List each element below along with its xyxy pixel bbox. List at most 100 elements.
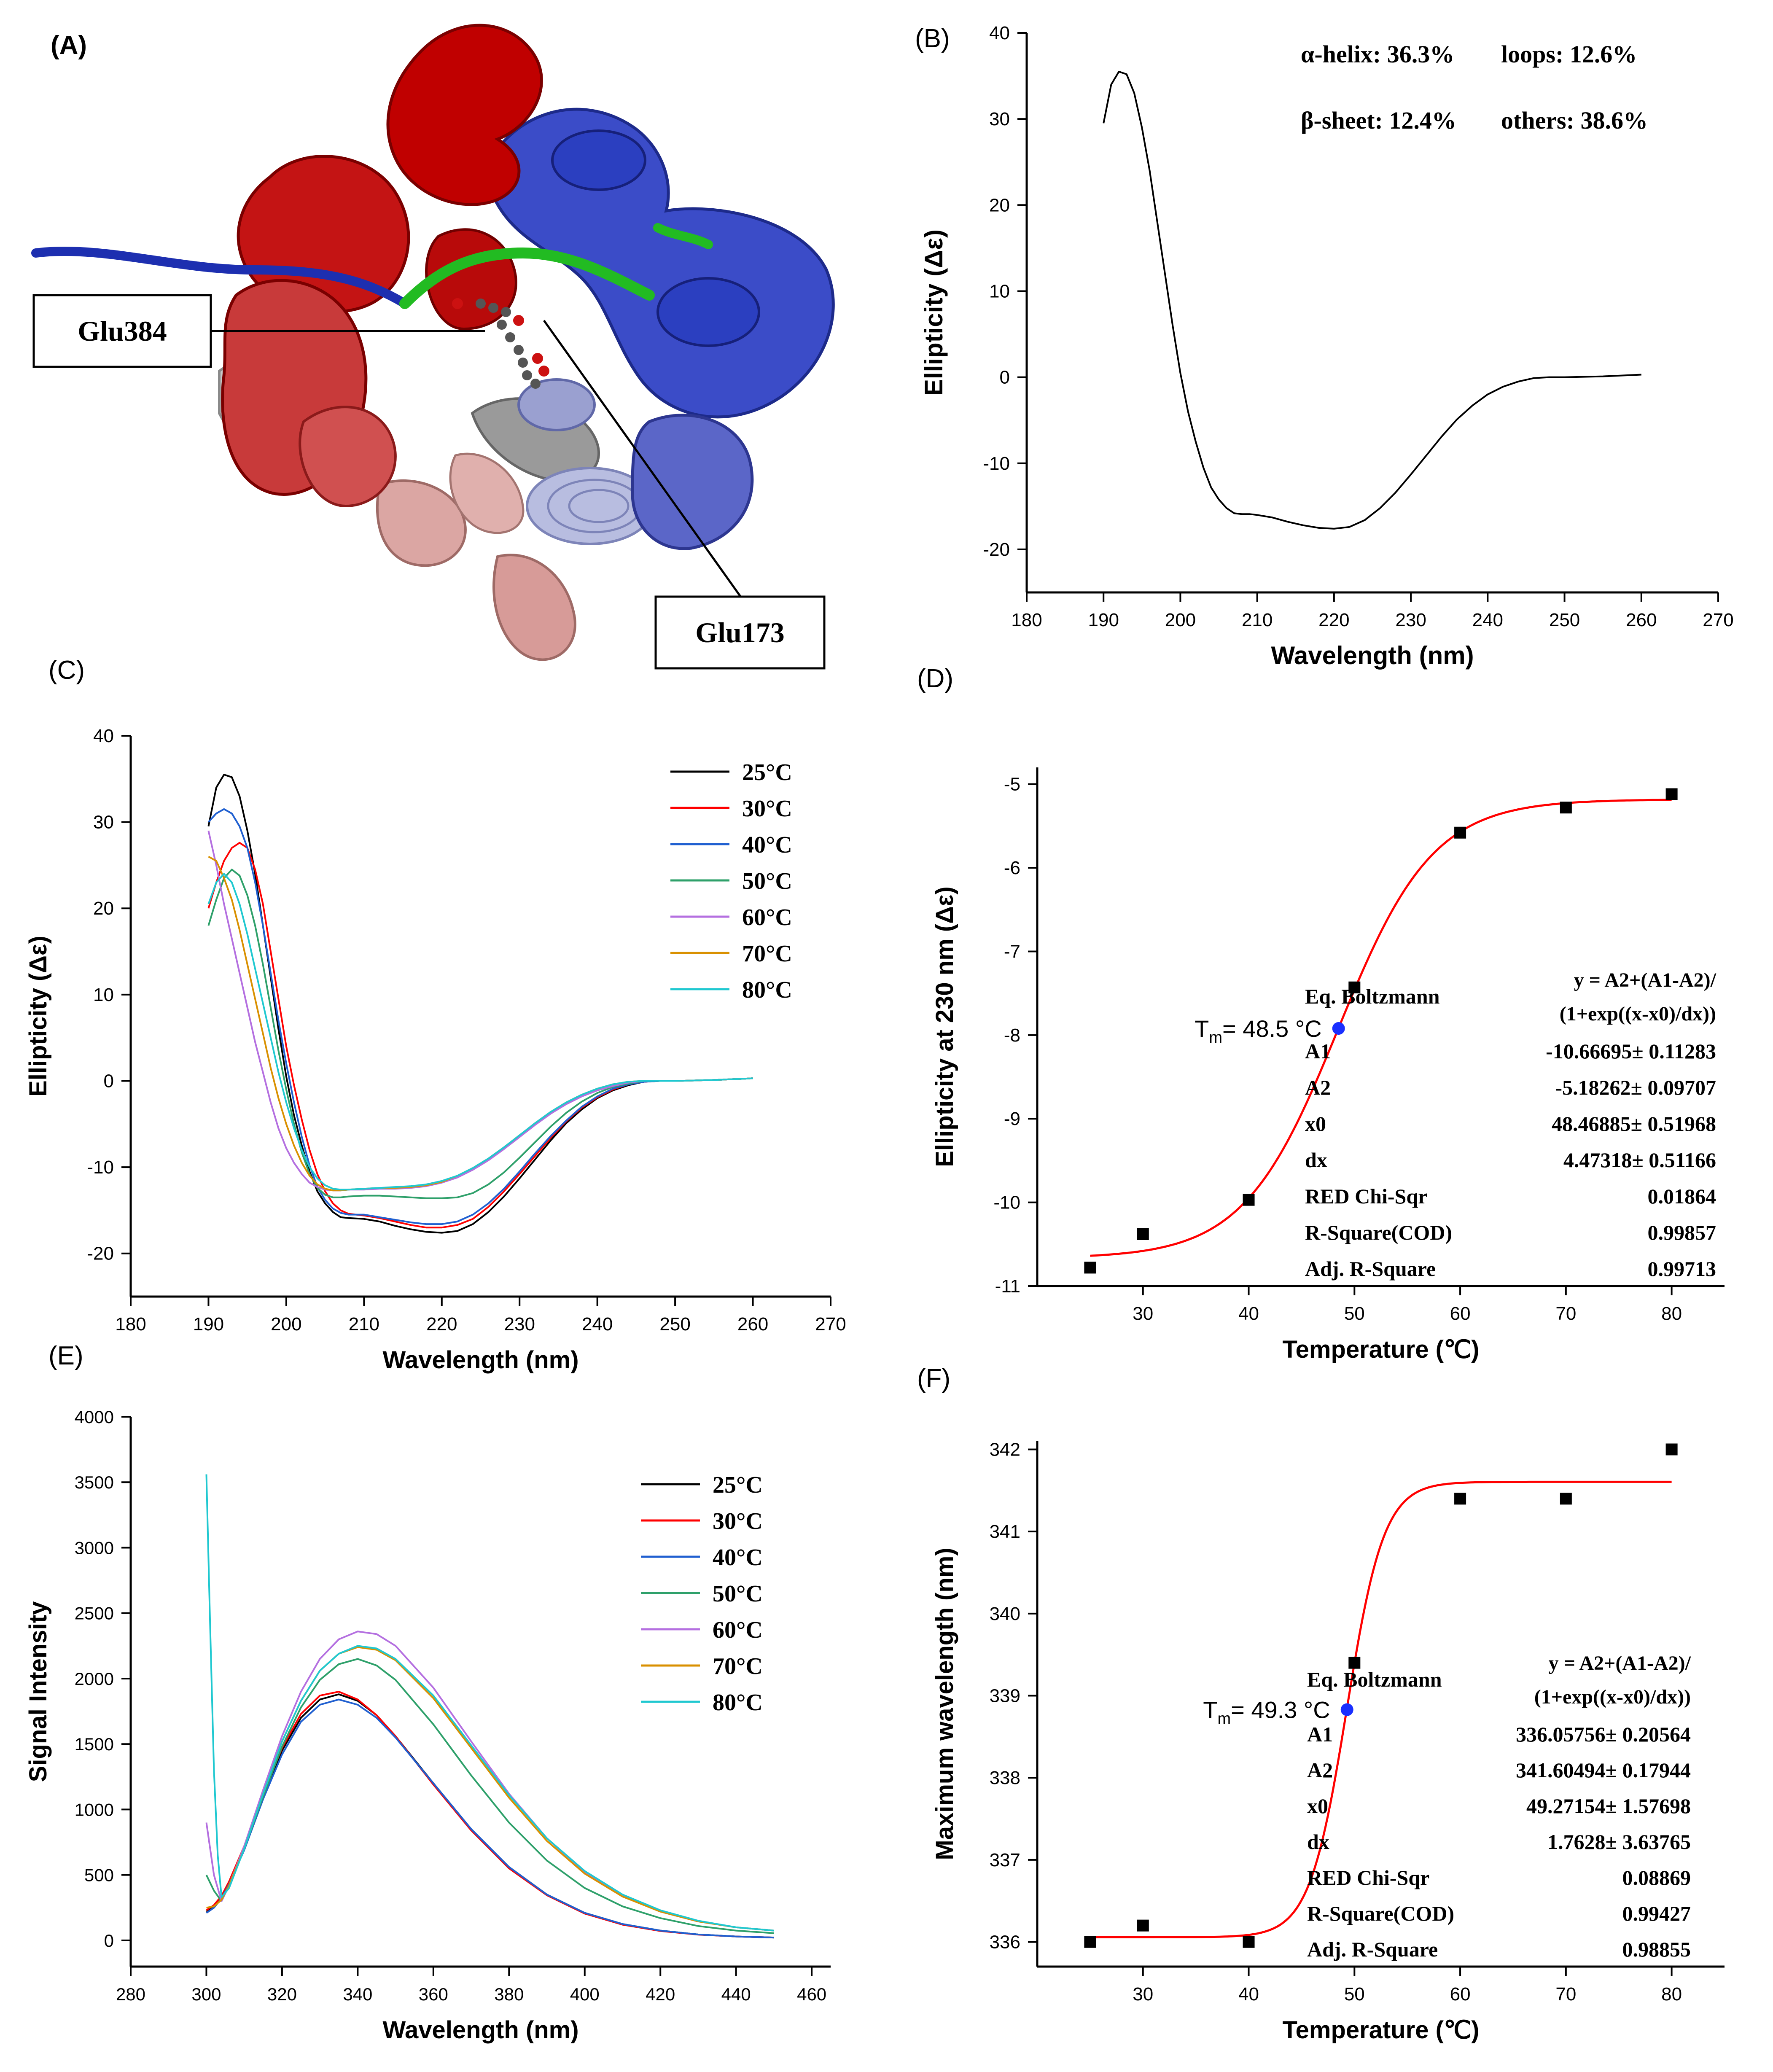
legend-label: 25°C: [713, 1472, 763, 1498]
y-tick-label: 0: [1000, 367, 1010, 388]
y-tick-label: 40: [989, 23, 1010, 43]
y-tick-label: 0: [104, 1071, 114, 1091]
boltzmann-fit-curve: [1090, 1480, 1672, 1938]
tm-label: Tm= 48.5 °C: [1195, 1015, 1322, 1047]
panel-a-label: (A): [51, 31, 87, 60]
legend-label: 30°C: [742, 796, 792, 822]
fit-param-value: 341.60494± 0.17944: [1516, 1758, 1691, 1782]
data-point: [1665, 1443, 1678, 1456]
x-tick-label: 460: [797, 1984, 826, 2004]
x-tick-label: 210: [1242, 610, 1273, 630]
y-tick-label: 342: [990, 1439, 1020, 1460]
series-line-0: [1103, 70, 1641, 530]
data-point: [1348, 981, 1361, 993]
fit-param-value: -10.66695± 0.11283: [1546, 1039, 1716, 1063]
y-tick-label: 30: [93, 812, 114, 833]
x-tick-label: 30: [1133, 1984, 1153, 2005]
y-axis-title: Maximum wavelength (nm): [931, 1547, 958, 1860]
y-tick-label: 30: [989, 109, 1010, 129]
legend-label: 30°C: [713, 1508, 763, 1534]
x-tick-label: 340: [343, 1984, 372, 2004]
y-tick-label: 4000: [75, 1407, 114, 1427]
x-tick-label: 220: [426, 1314, 457, 1335]
data-point: [1243, 1194, 1255, 1206]
secondary-structure-annotation: α-helix: 36.3%: [1301, 40, 1454, 68]
tm-point: [1340, 1703, 1353, 1716]
fit-equation-line2: (1+exp((x-x0)/dx)): [1560, 1003, 1716, 1025]
x-tick-label: 210: [349, 1314, 379, 1335]
fit-param-value: 0.99713: [1648, 1257, 1717, 1281]
protein-ribbon-image: [31, 24, 835, 661]
y-tick-label: -8: [1004, 1025, 1020, 1046]
y-tick-label: -5: [1004, 774, 1020, 795]
fit-param-name: Adj. R-Square: [1305, 1257, 1436, 1281]
x-axis-title: Wavelength (nm): [382, 2016, 578, 2044]
data-point: [1560, 802, 1572, 814]
y-tick-label: 339: [990, 1686, 1020, 1706]
y-tick-label: -20: [87, 1243, 114, 1264]
legend-label: 60°C: [742, 904, 792, 931]
x-tick-label: 190: [1088, 610, 1119, 630]
x-tick-label: 190: [193, 1314, 224, 1335]
y-tick-label: 0: [104, 1931, 114, 1951]
data-point: [1243, 1936, 1255, 1948]
series-line-50c: [205, 1658, 774, 1934]
data-point: [1665, 788, 1678, 800]
fit-param-name: A2: [1305, 1076, 1331, 1099]
y-tick-label: 338: [990, 1768, 1020, 1788]
fit-equation-name: Eq. Boltzmann: [1305, 985, 1440, 1008]
x-tick-label: 200: [271, 1314, 301, 1335]
series-line-30c: [207, 842, 753, 1229]
x-tick-label: 70: [1555, 1984, 1576, 2005]
fit-param-value: 48.46885± 0.51968: [1552, 1112, 1716, 1136]
y-tick-label: 336: [990, 1932, 1020, 1953]
y-tick-label: -9: [1004, 1109, 1020, 1129]
legend-label: 80°C: [713, 1690, 763, 1716]
y-tick-label: 3000: [75, 1538, 114, 1558]
chart-f-wavelength-melt: 30 40 50 60 70 80 336 337 338 339 340 341 342 Tempera…: [931, 1439, 1725, 2044]
x-tick-label: 270: [1703, 610, 1733, 630]
x-tick-label: 360: [419, 1984, 448, 2004]
boltzmann-fit-curve: [1090, 799, 1672, 1257]
legend-label: 25°C: [742, 759, 792, 786]
y-tick-label: -20: [983, 539, 1010, 560]
y-tick-label: 2500: [75, 1604, 114, 1623]
x-tick-label: 180: [1011, 610, 1042, 630]
fit-param-name: A1: [1307, 1722, 1333, 1746]
x-tick-label: 230: [504, 1314, 535, 1335]
x-tick-label: 280: [116, 1984, 145, 2004]
y-tick-label: -10: [993, 1192, 1020, 1213]
x-tick-label: 240: [1472, 610, 1503, 630]
glu384-label: Glu384: [78, 315, 167, 347]
fit-param-value: 1.7628± 3.63765: [1547, 1830, 1691, 1854]
fit-equation-line1: y = A2+(A1-A2)/: [1549, 1652, 1691, 1674]
data-point: [1084, 1262, 1096, 1274]
series-line-40c: [207, 808, 753, 1225]
legend-label: 40°C: [742, 832, 792, 858]
x-tick-label: 60: [1450, 1984, 1471, 2005]
chart-d-ellipticity-melt: 30 40 50 60 70 80 -11 -10 -9 -8 -7 -6 -5 Temperature …: [931, 767, 1725, 1363]
y-tick-label: 337: [990, 1850, 1020, 1870]
series-line-70c: [208, 856, 753, 1192]
fit-param-name: x0: [1305, 1112, 1326, 1136]
y-tick-label: 341: [990, 1521, 1020, 1542]
x-tick-label: 230: [1395, 610, 1426, 630]
panel-b-label: (B): [915, 24, 950, 53]
x-tick-label: 250: [1549, 610, 1580, 630]
data-point: [1137, 1919, 1149, 1932]
x-tick-label: 40: [1238, 1303, 1259, 1324]
series-line-50c: [207, 869, 753, 1199]
tm-point: [1332, 1022, 1345, 1035]
x-tick-label: 70: [1555, 1303, 1576, 1324]
x-tick-label: 440: [721, 1984, 751, 2004]
x-tick-label: 80: [1661, 1303, 1682, 1324]
x-tick-label: 30: [1133, 1303, 1153, 1324]
fit-param-value: -5.18262± 0.09707: [1555, 1076, 1716, 1099]
y-axis-title: Ellipticity at 230 nm (Δε): [931, 886, 958, 1167]
y-tick-label: 1000: [75, 1800, 114, 1819]
x-tick-label: 270: [815, 1314, 846, 1335]
x-axis-title: Wavelength (nm): [382, 1346, 578, 1374]
x-tick-label: 320: [267, 1984, 297, 2004]
y-tick-label: 3500: [75, 1472, 114, 1492]
x-tick-label: 260: [1626, 610, 1657, 630]
